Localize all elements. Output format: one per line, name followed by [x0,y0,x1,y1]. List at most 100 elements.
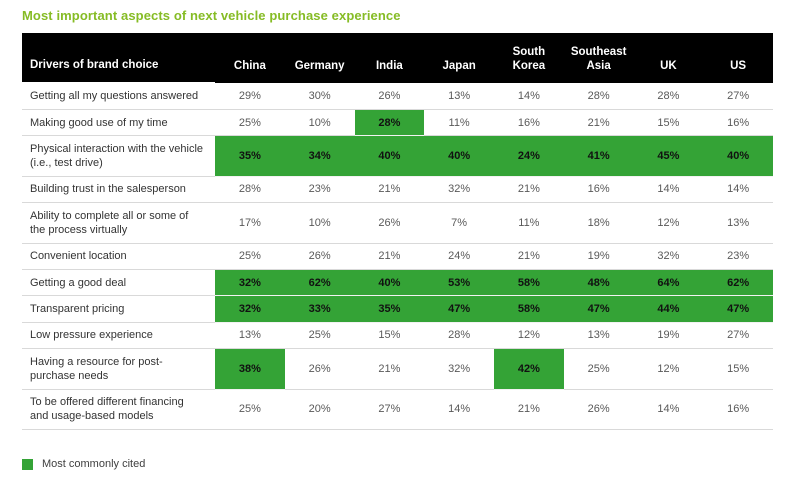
value-cell-highlighted: 47% [563,295,634,323]
value-cell-highlighted: 62% [284,269,355,297]
table-body: Getting all my questions answered 29% 30% 2… [22,82,773,431]
value-cell: 13% [424,82,494,111]
value-cell: 15% [354,322,425,350]
value-cell: 26% [354,202,425,244]
table-row: Having a resource for post-purchase need… [22,348,773,390]
value-cell: 32% [424,348,494,390]
value-cell: 13% [563,322,634,350]
row-label: Transparent pricing [22,295,215,323]
value-cell: 23% [703,243,773,271]
table-row: Ability to complete all or some of the p… [22,202,773,244]
value-cell: 25% [215,109,285,137]
value-cell: 29% [215,82,285,111]
value-cell: 26% [563,389,634,431]
value-cell: 25% [284,322,355,350]
value-cell: 24% [424,243,494,271]
column-header-uk: UK [633,33,704,83]
value-cell: 25% [563,348,634,390]
value-cell: 27% [703,322,773,350]
value-cell: 20% [284,389,355,431]
table-row: Making good use of my time 25% 10% 28% 11% 16… [22,109,773,137]
value-cell-highlighted: 33% [284,295,355,323]
column-header-us: US [703,33,773,83]
value-cell: 14% [424,389,494,431]
value-cell: 13% [703,202,773,244]
drivers-table: Drivers of brand choice China Germany Indi… [22,33,773,431]
value-cell-highlighted: 58% [494,295,564,323]
value-cell: 26% [284,348,355,390]
value-cell: 30% [284,82,355,111]
value-cell: 21% [354,348,425,390]
value-cell: 28% [424,322,494,350]
value-cell: 14% [703,176,773,204]
value-cell: 18% [563,202,634,244]
column-header-southeast-asia: Southeast Asia [563,33,634,83]
value-cell: 14% [494,82,564,111]
table-row: To be offered different financing and us… [22,389,773,431]
value-cell: 23% [284,176,355,204]
value-cell-highlighted: 47% [703,295,773,323]
value-cell: 21% [354,243,425,271]
value-cell-highlighted: 40% [354,269,425,297]
value-cell: 28% [215,176,285,204]
column-header-drivers: Drivers of brand choice [22,33,215,84]
value-cell: 21% [494,176,564,204]
value-cell: 16% [563,176,634,204]
row-label: To be offered different financing and us… [22,389,215,431]
legend-swatch-green-icon [22,458,33,470]
value-cell: 15% [633,109,704,137]
value-cell: 19% [563,243,634,271]
value-cell: 16% [494,109,564,137]
row-label: Getting a good deal [22,269,215,297]
table-row: Low pressure experience 13% 25% 15% 28% 12% 13… [22,322,773,350]
row-label: Having a resource for post-purchase need… [22,348,215,390]
value-cell-highlighted: 35% [215,135,285,177]
value-cell: 16% [703,389,773,431]
row-label: Building trust in the salesperson [22,176,215,204]
value-cell-highlighted: 48% [563,269,634,297]
row-label: Making good use of my time [22,109,215,137]
value-cell: 26% [354,82,425,111]
value-cell: 11% [494,202,564,244]
value-cell: 12% [633,202,704,244]
column-header-china: China [215,33,285,83]
value-cell-highlighted: 40% [354,135,425,177]
legend-label: Most commonly cited [42,458,146,471]
value-cell-highlighted: 47% [424,295,494,323]
value-cell: 28% [563,82,634,111]
value-cell-highlighted: 53% [424,269,494,297]
value-cell: 17% [215,202,285,244]
value-cell: 25% [215,243,285,271]
value-cell-highlighted: 40% [424,135,494,177]
table-header: Drivers of brand choice China Germany Indi… [22,33,773,84]
column-header-india: India [354,33,425,83]
value-cell: 14% [633,389,704,431]
value-cell: 7% [424,202,494,244]
value-cell: 25% [215,389,285,431]
value-cell-highlighted: 35% [354,295,425,323]
row-label: Physical interaction with the vehicle (i… [22,135,215,177]
table-header-row: Drivers of brand choice China Germany Indi… [22,33,773,84]
value-cell-highlighted: 45% [633,135,704,177]
value-cell-highlighted: 42% [494,348,564,390]
value-cell: 32% [633,243,704,271]
value-cell-highlighted: 32% [215,295,285,323]
value-cell-highlighted: 24% [494,135,564,177]
table-row: Physical interaction with the vehicle (i… [22,135,773,177]
value-cell-highlighted: 38% [215,348,285,390]
table-row: Convenient location 25% 26% 21% 24% 21% 19% 32%… [22,243,773,271]
table-row: Getting all my questions answered 29% 30% 2… [22,82,773,111]
row-label: Ability to complete all or some of the p… [22,202,215,244]
value-cell: 19% [633,322,704,350]
value-cell: 28% [633,82,704,111]
value-cell: 26% [284,243,355,271]
column-header-south-korea: South Korea [494,33,564,83]
value-cell-highlighted: 64% [633,269,704,297]
value-cell-highlighted: 40% [703,135,773,177]
value-cell: 16% [703,109,773,137]
value-cell: 15% [703,348,773,390]
column-header-germany: Germany [284,33,355,83]
value-cell: 21% [494,243,564,271]
value-cell-highlighted: 34% [284,135,355,177]
